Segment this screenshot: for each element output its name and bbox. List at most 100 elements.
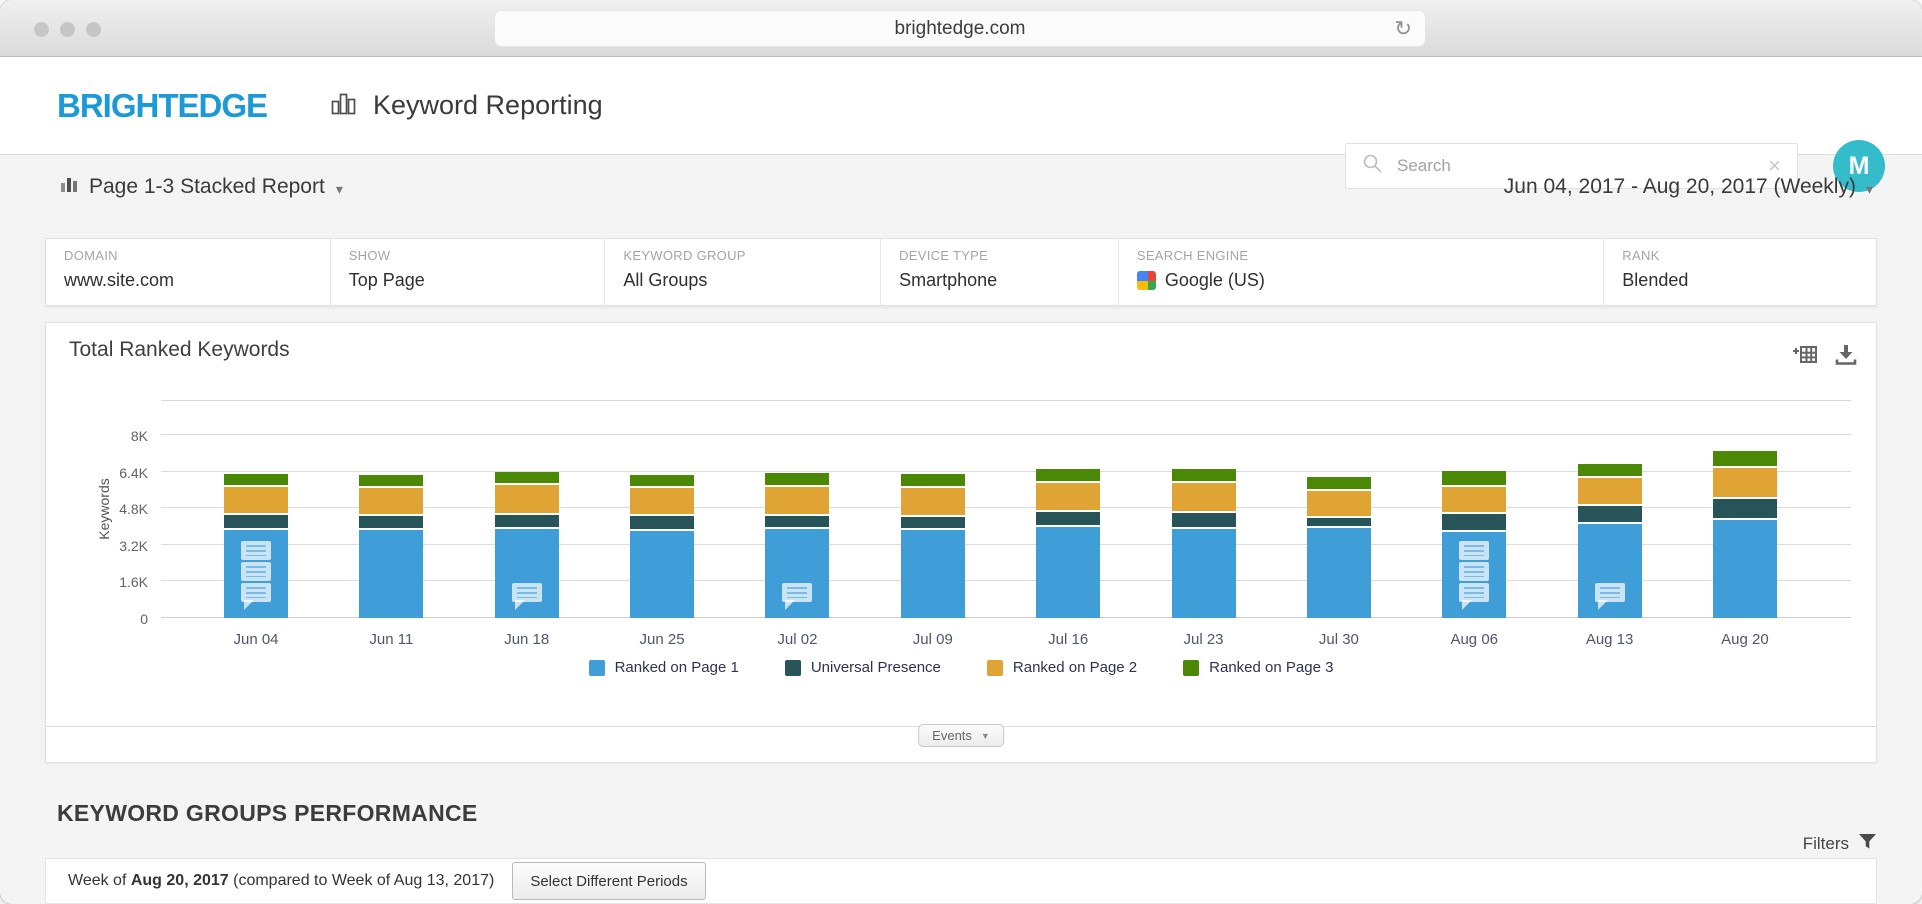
bar-jul-23[interactable] [1171,468,1236,618]
filter-keyword-group[interactable]: KEYWORD GROUP All Groups [604,239,880,305]
note-icon[interactable] [1594,583,1625,610]
bar-aug-20[interactable] [1712,450,1777,618]
download-icon[interactable] [1834,343,1858,371]
bar-jul-02[interactable] [765,473,830,618]
segment-universal-presence [1036,511,1101,527]
segment-universal-presence [630,516,695,531]
segment-universal-presence [1442,513,1507,532]
period-text: Week of Aug 20, 2017 (compared to Week o… [68,872,495,889]
legend-item-universal-presence[interactable]: Universal Presence [784,659,941,676]
segment-ranked-on-page-1 [900,530,965,618]
filter-show[interactable]: SHOW Top Page [329,239,605,305]
search-input[interactable] [1397,156,1755,176]
filter-domain[interactable]: DOMAIN www.site.com [46,239,330,305]
filter-search-engine[interactable]: SEARCH ENGINE Google (US) [1117,239,1603,305]
bar-jun-18[interactable] [494,471,559,618]
report-selector[interactable]: Page 1-3 Stacked Report ▾ [60,168,343,206]
filter-rank[interactable]: RANK Blended [1603,239,1876,305]
search-box[interactable]: × [1345,143,1798,189]
app-header: BRIGHTEDGE Keyword Reporting × M [0,57,1922,192]
chart-legend: Ranked on Page 1 Universal Presence Ranked… [46,659,1876,676]
add-to-dashboard-icon[interactable] [1792,343,1819,371]
plot-area: 0 1.6K 3.2K 4.8K 6.4K 8K Jun 04 Jun 11 Jun 18 Jun… [119,400,1851,648]
filter-value-text: www.site.com [64,270,175,290]
segment-ranked-on-page-3 [224,473,288,487]
legend-label: Ranked on Page 3 [1209,659,1334,676]
segment-universal-presence [1171,512,1236,529]
date-range-selector[interactable]: Jun 04, 2017 - Aug 20, 2017 (Weekly) ▾ [1504,168,1873,206]
bar-jul-30[interactable] [1306,476,1371,618]
segment-universal-presence [1712,498,1777,520]
x-tick-label: Jun 25 [639,631,685,648]
select-periods-button[interactable]: Select Different Periods [512,862,706,900]
filters-button[interactable]: Filters [1803,833,1877,855]
bar-jun-11[interactable] [359,474,424,618]
y-tick-label: 0 [140,611,148,627]
segment-ranked-on-page-2 [494,484,559,515]
note-icon[interactable] [511,583,542,610]
gridline [161,543,1851,545]
chevron-down-icon: ▾ [1865,180,1873,197]
avatar[interactable]: M [1833,140,1885,192]
segment-ranked-on-page-1 [1577,524,1642,618]
note-icon[interactable] [241,541,271,610]
legend-label: Ranked on Page 2 [1012,659,1138,676]
bar-aug-13[interactable] [1577,464,1642,618]
filter-value: Blended [1622,270,1876,291]
reload-icon[interactable]: ↻ [1394,17,1412,40]
filter-label: SHOW [348,248,391,263]
bar-aug-06[interactable] [1442,470,1507,618]
filter-value-text: All Groups [623,270,708,290]
segment-universal-presence [224,515,288,531]
legend-swatch [1183,659,1200,676]
filter-value: Google (US) [1136,270,1603,291]
bar-jul-16[interactable] [1036,468,1101,618]
segment-universal-presence [1306,518,1371,529]
address-bar[interactable]: brightedge.com ↻ [494,10,1426,47]
filter-bar: DOMAIN www.site.com SHOW Top Page KEYWORD GR… [45,238,1877,306]
legend-item-ranked-on-page-3[interactable]: Ranked on Page 3 [1183,659,1333,676]
filter-label: KEYWORD GROUP [623,248,746,263]
chart-panel: Total Ranked Keywords Keywords 0 1.6K 3.2K… [45,322,1877,763]
note-icon[interactable] [1459,541,1490,610]
bar-jun-25[interactable] [630,475,695,618]
filter-device-type[interactable]: DEVICE TYPE Smartphone [880,239,1118,305]
close-window-button[interactable] [34,22,49,37]
segment-ranked-on-page-1 [1306,528,1371,618]
filter-funnel-icon [1858,833,1877,855]
note-icon[interactable] [782,583,813,610]
google-icon [1136,271,1156,290]
segment-ranked-on-page-2 [765,486,830,516]
x-tick-label: Jul 09 [912,631,953,648]
x-tick-label: Jul 02 [777,631,818,648]
segment-ranked-on-page-2 [359,488,424,516]
note-bubble [241,583,271,610]
legend-item-ranked-on-page-1[interactable]: Ranked on Page 1 [588,659,739,676]
zoom-window-button[interactable] [86,22,101,37]
filter-value-text: Google (US) [1164,270,1265,290]
segment-ranked-on-page-3 [1712,450,1777,469]
events-label: Events [932,728,972,743]
minimize-window-button[interactable] [60,22,75,37]
current-period: Aug 20, 2017 [130,872,229,889]
segment-ranked-on-page-2 [1712,468,1777,499]
y-tick-label: 3.2K [119,537,148,554]
x-tick-label: Jun 18 [504,631,550,648]
brightedge-logo[interactable]: BRIGHTEDGE [57,86,268,124]
legend-swatch [588,659,605,676]
legend-item-ranked-on-page-2[interactable]: Ranked on Page 2 [986,659,1138,676]
events-button[interactable]: Events ▼ [918,724,1004,747]
segment-universal-presence [494,514,559,529]
segment-ranked-on-page-3 [1442,470,1507,487]
legend-label: Ranked on Page 1 [614,659,739,676]
x-tick-label: Aug 13 [1585,631,1634,648]
gridline [161,580,1851,582]
segment-ranked-on-page-3 [1171,468,1236,483]
clear-search-icon[interactable]: × [1768,153,1781,178]
note-bubble [1459,583,1490,610]
segment-ranked-on-page-1 [1712,519,1777,618]
bar-jul-09[interactable] [900,474,965,618]
filter-value: www.site.com [64,270,330,291]
bar-jun-04[interactable] [224,473,288,618]
segment-ranked-on-page-1 [1171,528,1236,618]
